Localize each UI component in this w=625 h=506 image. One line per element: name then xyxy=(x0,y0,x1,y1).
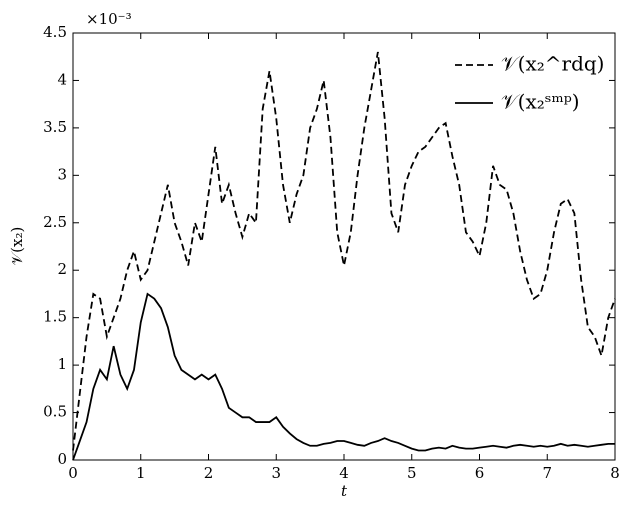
y-tick-label: 0 xyxy=(57,450,67,468)
y-tick-label: 4 xyxy=(57,70,67,88)
line-series xyxy=(72,292,615,461)
y-tick-label: 3.5 xyxy=(43,118,67,136)
x-tick-label: 1 xyxy=(136,464,146,482)
x-tick-label: 0 xyxy=(68,464,78,482)
y-tick-label: 1.5 xyxy=(43,308,67,326)
x-tick-label: 2 xyxy=(204,464,214,482)
y-tick-label: 2 xyxy=(57,260,67,278)
x-tick-label: 5 xyxy=(407,464,417,482)
x-axis-label: t xyxy=(341,482,348,500)
y-axis-label: 𝒱(x₂) xyxy=(8,227,26,266)
y-tick-label: 3 xyxy=(57,165,67,183)
y-exponent: ×10⁻³ xyxy=(86,10,132,28)
line-series xyxy=(72,51,616,451)
x-tick-label: 4 xyxy=(339,464,349,482)
x-tick-label: 8 xyxy=(610,464,620,482)
x-tick-label: 3 xyxy=(271,464,281,482)
y-tick-label: 1 xyxy=(57,355,67,373)
legend-label: 𝒱(x₂ˢᵐᵖ) xyxy=(501,90,580,114)
y-tick-label: 0.5 xyxy=(43,403,67,421)
y-tick-label: 4.5 xyxy=(43,23,67,41)
y-tick-label: 2.5 xyxy=(43,213,67,231)
legend-label: 𝒱(x₂^rdq) xyxy=(501,52,605,76)
x-tick-label: 7 xyxy=(542,464,552,482)
x-tick-label: 6 xyxy=(475,464,485,482)
